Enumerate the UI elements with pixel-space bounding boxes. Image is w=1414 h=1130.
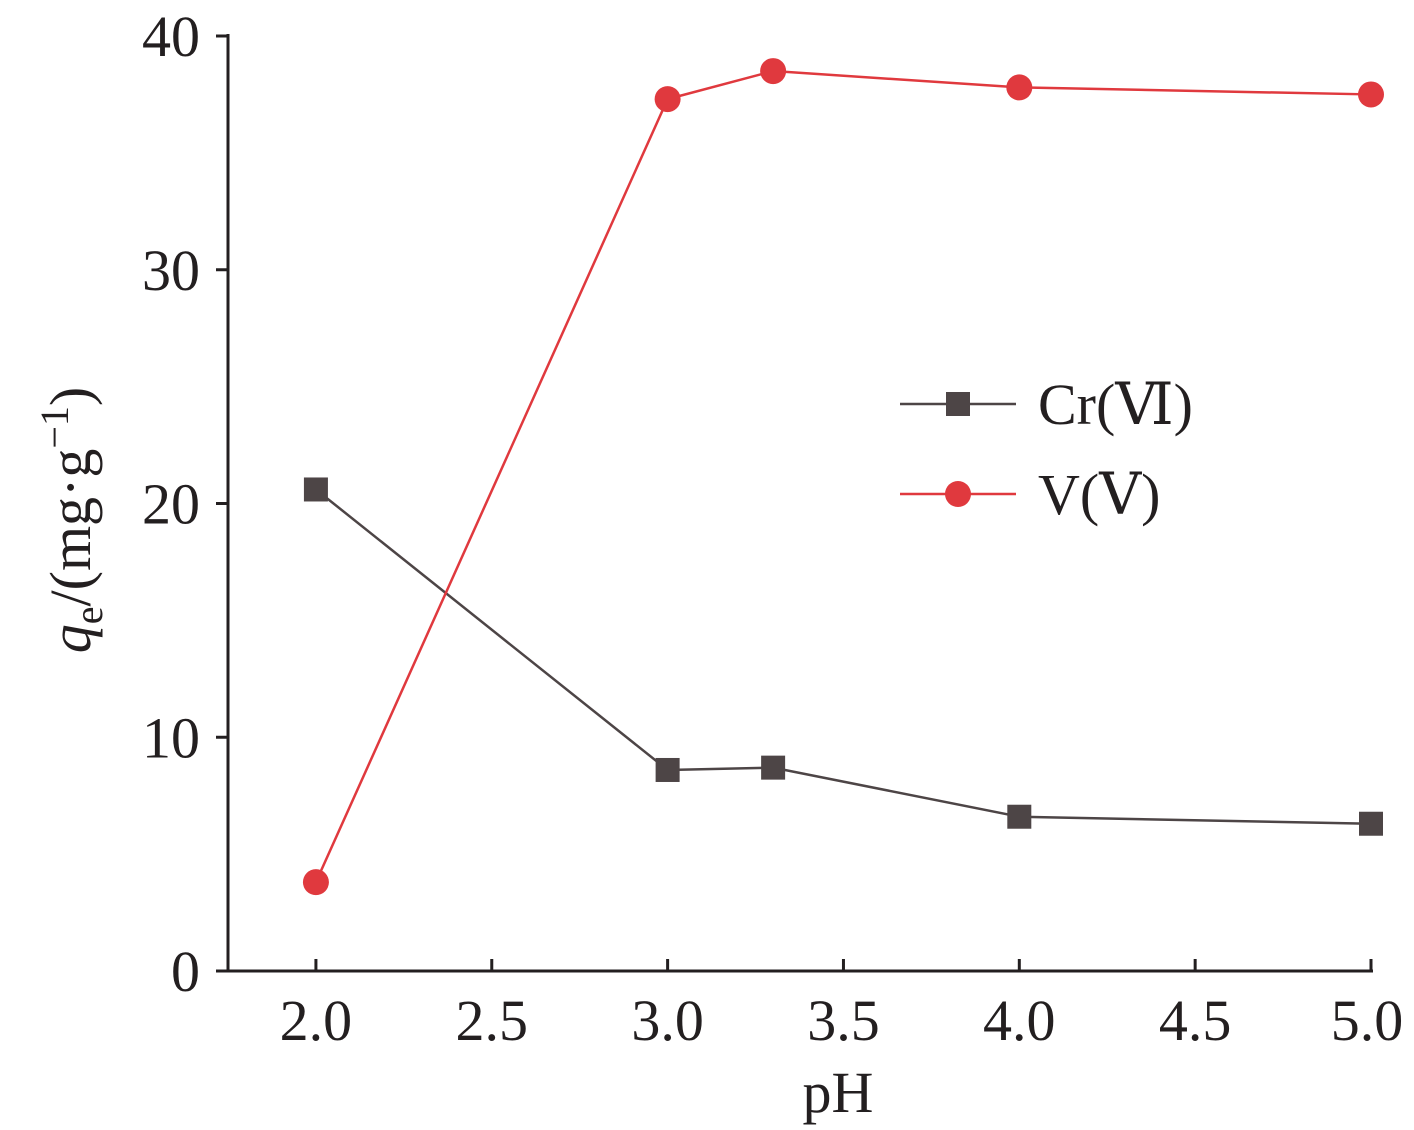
x-ticks: 2.0 2.5 3.0 3.5 4.0 4.5 5.0 — [280, 959, 1404, 1053]
data-point — [761, 755, 786, 780]
y-axis-title: qe/(mg·g−1) — [32, 387, 111, 654]
series-cr — [303, 477, 1383, 836]
data-point — [1358, 81, 1384, 108]
x-tick-label: 3.0 — [631, 988, 704, 1053]
y-ticks: 0 10 20 30 40 — [142, 4, 228, 1004]
series-v — [302, 58, 1384, 896]
legend-label: Cr(Ⅵ) — [1038, 372, 1193, 437]
x-tick-label: 5.0 — [1331, 988, 1404, 1053]
axes: 0 10 20 30 40 2.0 2.5 3.0 3.5 4.0 4.5 5.0 — [142, 4, 1403, 1053]
data-point — [302, 869, 329, 896]
series-layer — [302, 58, 1384, 896]
legend: Cr(Ⅵ) V(Ⅴ) — [900, 372, 1193, 527]
legend-marker — [945, 481, 971, 507]
data-point — [1006, 74, 1033, 101]
data-point — [654, 86, 681, 113]
y-tick-label: 30 — [142, 238, 200, 303]
series-line — [314, 69, 1372, 883]
legend-label: V(Ⅴ) — [1038, 462, 1160, 527]
y-axis-title-unit: /(mg·g — [38, 449, 103, 607]
data-point — [1359, 811, 1383, 836]
y-tick-label: 0 — [171, 939, 200, 1004]
x-tick-label: 3.5 — [807, 988, 880, 1053]
x-tick-label: 2.5 — [456, 988, 529, 1053]
y-axis-title-sup: −1 — [32, 406, 77, 449]
y-axis-title-close: ) — [38, 387, 103, 406]
data-point — [303, 477, 328, 502]
series-line — [315, 488, 1372, 825]
x-tick-label: 2.0 — [280, 988, 353, 1053]
y-tick-label: 40 — [142, 4, 200, 69]
y-tick-label: 10 — [142, 705, 200, 770]
x-tick-label: 4.0 — [983, 988, 1056, 1053]
x-tick-label: 4.5 — [1159, 988, 1232, 1053]
data-point — [1007, 804, 1032, 829]
data-point — [760, 58, 787, 85]
x-axis-title: pH — [803, 1060, 874, 1125]
data-point — [655, 757, 680, 782]
y-tick-label: 20 — [142, 472, 200, 537]
y-axis-title-sub: e — [66, 606, 111, 624]
legend-marker — [946, 392, 970, 416]
y-axis-title-var: q — [38, 624, 103, 653]
